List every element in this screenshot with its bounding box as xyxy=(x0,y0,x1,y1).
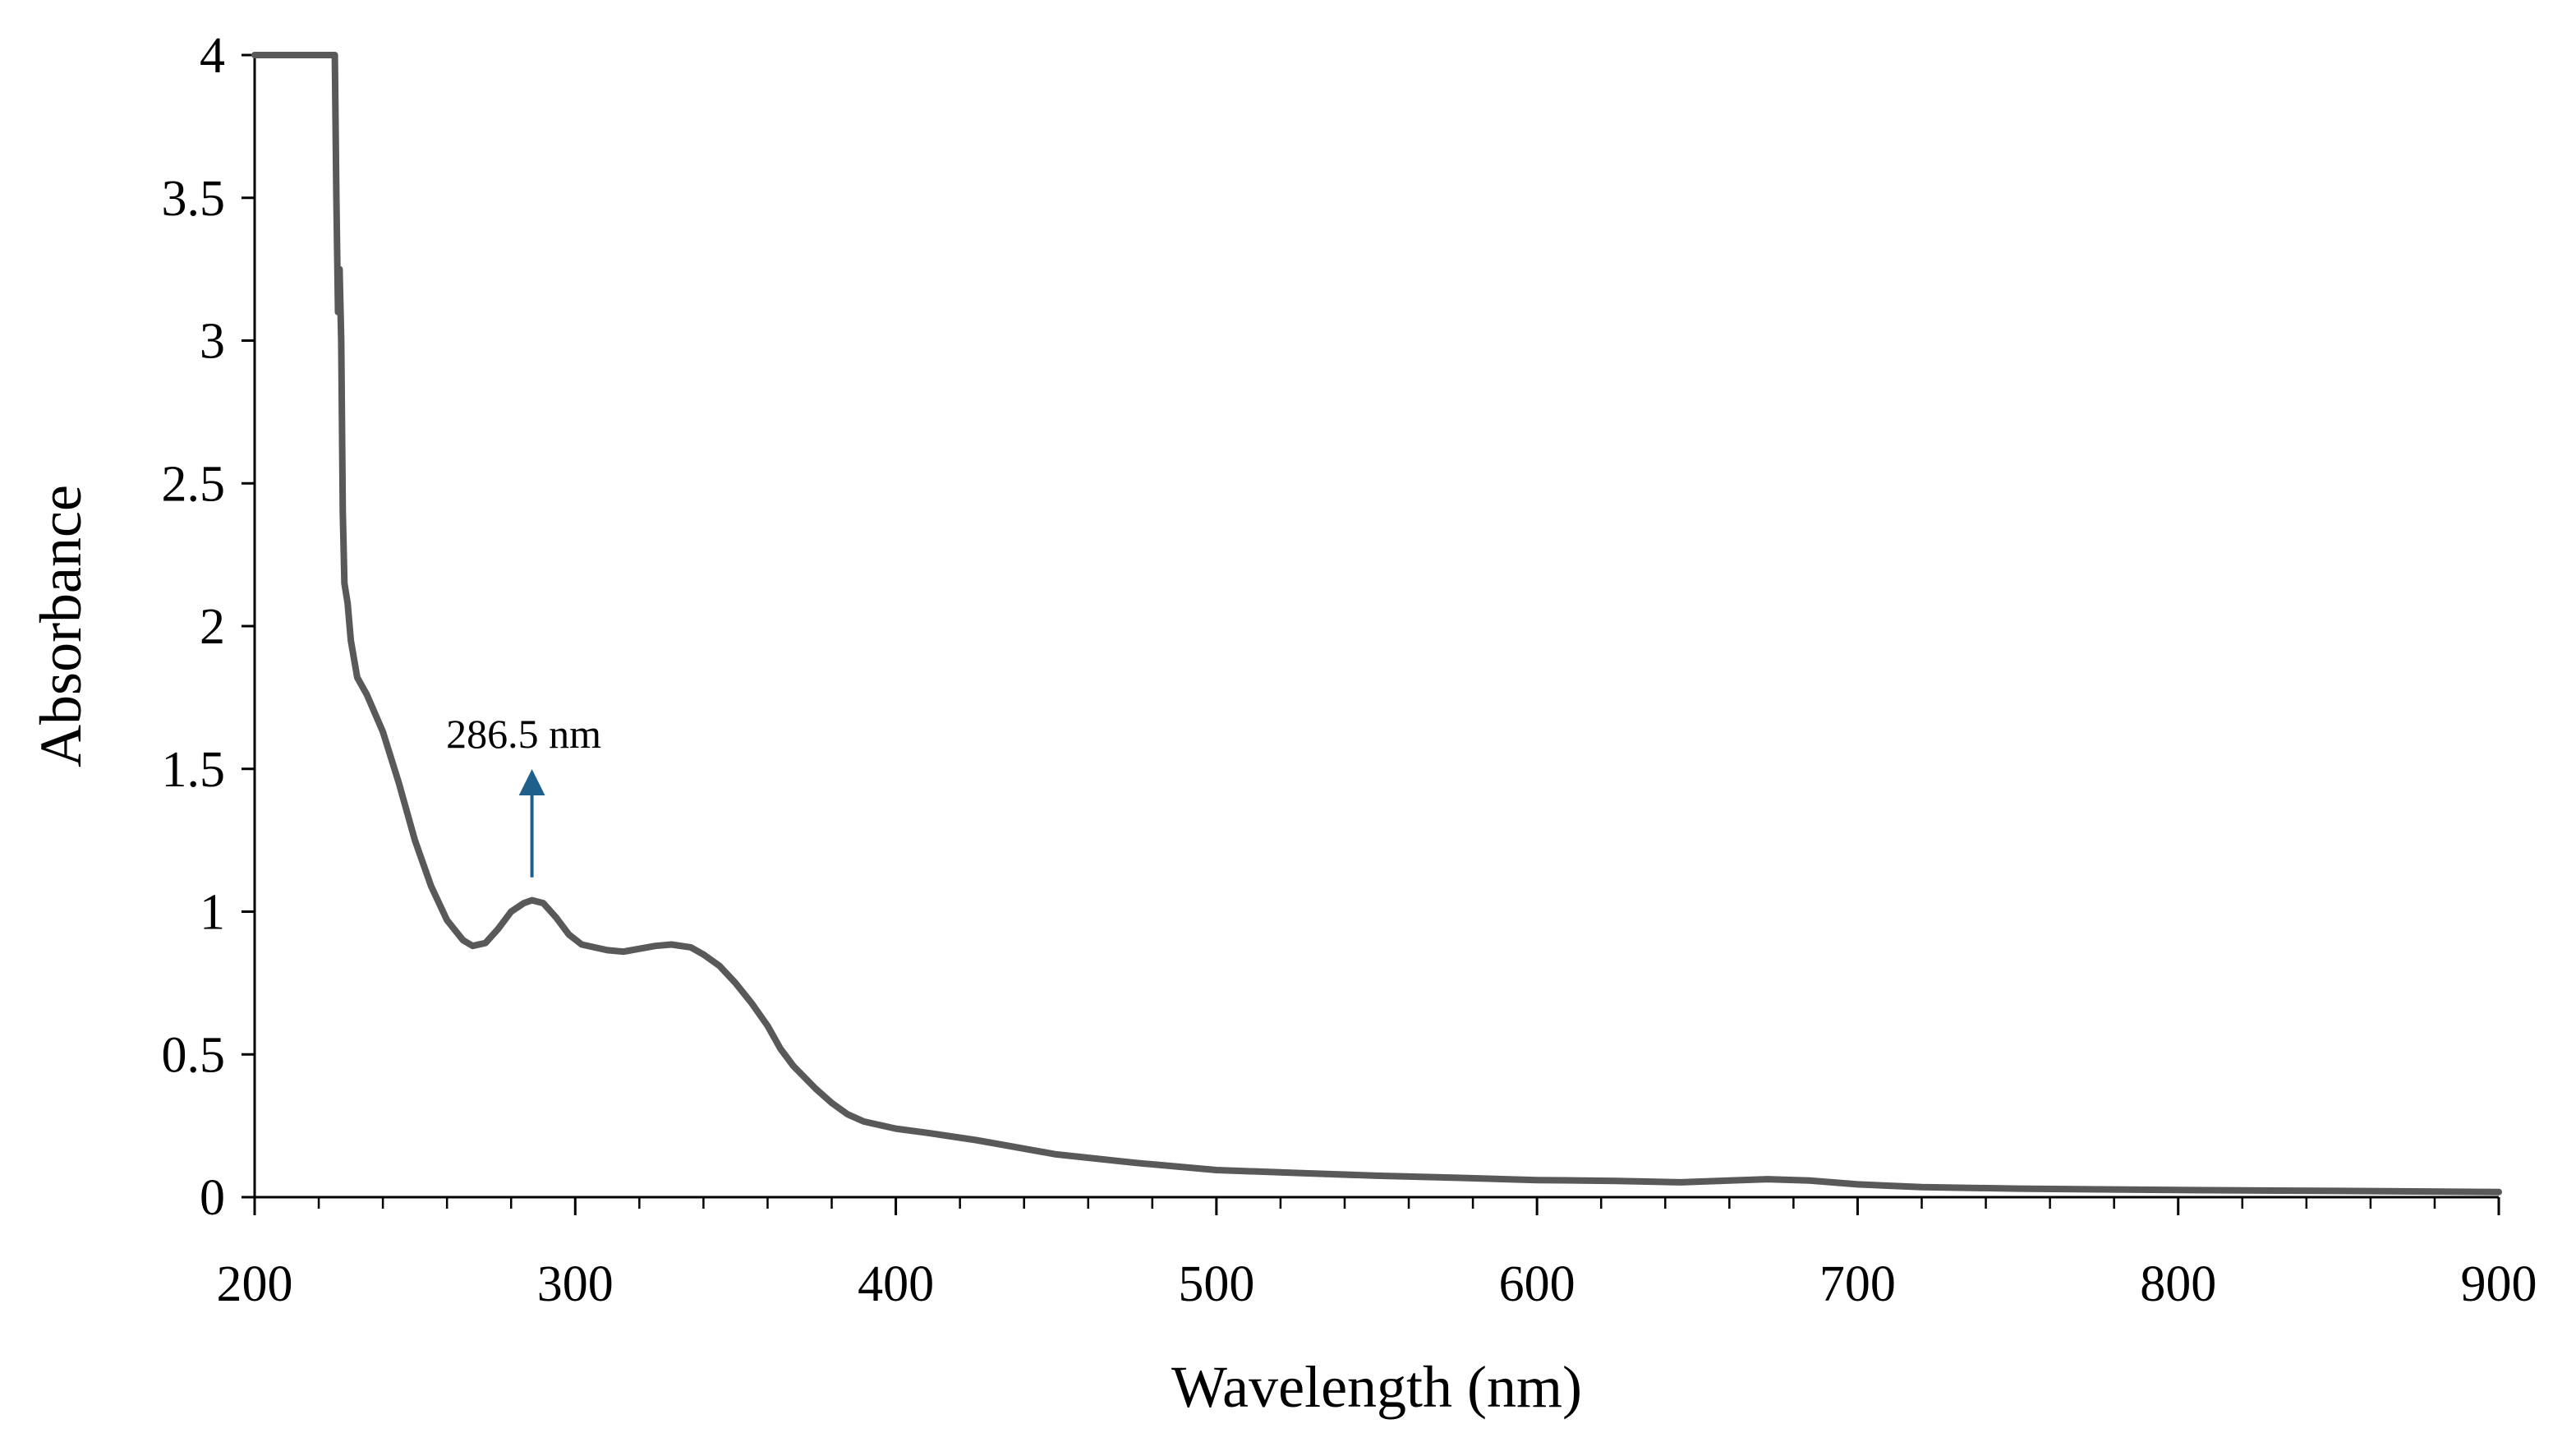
chart-ticks: 0 0.5 1 1.5 2 2.5 3 3.5 4 200 300 400 500 600 700 800 90… xyxy=(162,28,2537,1312)
x-tick-label: 700 xyxy=(1819,1256,1896,1312)
x-tick-label: 300 xyxy=(537,1256,614,1312)
x-tick-label: 900 xyxy=(2461,1256,2537,1312)
absorbance-curve xyxy=(251,52,2502,1196)
x-tick-label: 500 xyxy=(1178,1256,1254,1312)
chart-annotations: 286.5 nm xyxy=(446,711,601,878)
y-tick-label: 0.5 xyxy=(162,1027,226,1083)
y-tick-label: 2 xyxy=(200,599,225,655)
chart-series xyxy=(251,52,2502,1196)
y-tick-label: 2.5 xyxy=(162,456,226,512)
y-tick-label: 0 xyxy=(200,1170,225,1226)
y-tick-label: 3.5 xyxy=(162,171,226,227)
y-tick-label: 3 xyxy=(200,314,225,370)
y-axis-title: Absorbance xyxy=(28,485,94,767)
chart-axes xyxy=(253,55,2499,1199)
x-tick-label: 600 xyxy=(1499,1256,1576,1312)
y-tick-label: 4 xyxy=(200,28,225,84)
x-tick-label: 200 xyxy=(217,1256,293,1312)
x-axis-title: Wavelength (nm) xyxy=(1171,1354,1582,1420)
y-tick-label: 1.5 xyxy=(162,742,226,798)
peak-annotation-label: 286.5 nm xyxy=(446,711,601,757)
x-tick-label: 400 xyxy=(858,1256,934,1312)
x-tick-label: 800 xyxy=(2140,1256,2216,1312)
y-tick-label: 1 xyxy=(200,885,225,941)
